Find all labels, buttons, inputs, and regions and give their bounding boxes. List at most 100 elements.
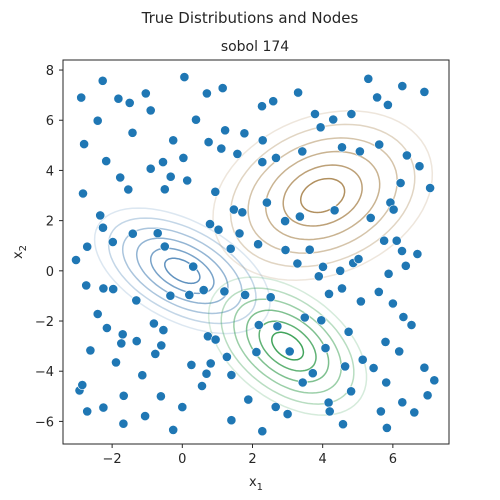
contour-line — [247, 137, 398, 254]
node-point — [316, 315, 327, 326]
node-point — [381, 422, 392, 433]
node-point — [201, 368, 212, 379]
node-point — [148, 318, 159, 329]
node-point — [92, 309, 103, 319]
node-point — [398, 312, 409, 322]
node-point — [158, 157, 168, 167]
node-point — [217, 83, 228, 93]
node-point — [98, 283, 109, 294]
node-point — [216, 143, 227, 154]
contour-line — [258, 320, 317, 372]
y-tick-label: −2 — [35, 315, 54, 330]
node-point — [131, 336, 142, 346]
node-points — [71, 72, 440, 437]
node-point — [368, 363, 379, 373]
node-point — [102, 323, 112, 333]
node-point — [150, 348, 161, 359]
node-point — [354, 146, 365, 157]
node-point — [101, 156, 112, 166]
node-point — [324, 406, 335, 417]
node-point — [324, 288, 334, 299]
node-point — [397, 397, 408, 408]
node-point — [240, 289, 250, 300]
contour-line — [229, 123, 416, 268]
node-point — [225, 243, 236, 254]
node-point — [226, 415, 237, 426]
node-point — [205, 358, 216, 369]
node-point — [409, 407, 420, 418]
node-point — [118, 390, 129, 401]
y-axis-ticks: −6 −4 −2 0 2 4 6 8 — [35, 64, 63, 430]
node-point — [318, 261, 328, 272]
node-point — [71, 255, 81, 265]
node-point — [373, 286, 384, 297]
node-point — [372, 92, 382, 103]
node-point — [237, 207, 248, 218]
node-point — [168, 424, 179, 435]
node-point — [375, 406, 386, 417]
node-point — [178, 152, 189, 163]
node-point — [127, 228, 138, 239]
node-point — [335, 265, 346, 276]
node-point — [299, 312, 310, 323]
contour-line — [282, 164, 363, 227]
distribution-1-contours — [93, 207, 271, 335]
node-point — [197, 381, 207, 391]
contour-line — [121, 227, 243, 315]
node-point — [383, 268, 394, 279]
node-point — [145, 163, 156, 174]
node-point — [116, 338, 127, 349]
node-point — [117, 329, 128, 340]
node-point — [253, 320, 264, 330]
node-point — [265, 292, 276, 303]
node-point — [159, 184, 170, 195]
node-point — [304, 244, 315, 255]
node-point — [397, 81, 408, 91]
x-tick-label: 6 — [389, 452, 397, 467]
y-tick-label: 6 — [46, 114, 54, 129]
node-point — [397, 246, 407, 256]
node-point — [140, 88, 151, 99]
node-point — [401, 150, 412, 161]
node-point — [98, 222, 108, 233]
node-point — [400, 260, 411, 271]
node-point — [159, 241, 170, 252]
node-point — [234, 228, 245, 239]
node-point — [297, 146, 308, 157]
node-point — [253, 239, 263, 250]
contour-line — [164, 257, 201, 285]
node-point — [81, 280, 92, 291]
node-point — [158, 325, 169, 335]
node-point — [297, 377, 308, 388]
x-axis-label-sub: 1 — [257, 482, 263, 493]
node-point — [219, 286, 230, 297]
contour-line — [212, 110, 434, 281]
contour-line — [207, 276, 368, 416]
node-point — [131, 295, 142, 306]
node-point — [257, 135, 268, 146]
node-point — [124, 98, 135, 108]
node-point — [179, 72, 190, 82]
node-point — [76, 92, 87, 103]
node-point — [382, 100, 393, 110]
node-point — [210, 186, 221, 197]
node-point — [220, 125, 230, 136]
node-point — [374, 139, 385, 150]
node-point — [155, 391, 166, 402]
node-point — [118, 418, 129, 429]
node-point — [205, 219, 215, 229]
node-point — [198, 285, 209, 295]
x-axis-ticks: −2 0 2 4 6 — [103, 444, 397, 467]
contour-line — [149, 247, 215, 295]
node-point — [182, 175, 193, 186]
node-point — [226, 370, 237, 380]
node-point — [338, 419, 348, 430]
chart-title: sobol 174 — [221, 39, 289, 55]
contour-line — [107, 217, 257, 325]
node-point — [395, 178, 406, 188]
x-tick-label: 0 — [178, 452, 186, 467]
node-point — [294, 211, 305, 222]
y-tick-label: 4 — [46, 164, 54, 179]
node-point — [85, 345, 96, 356]
